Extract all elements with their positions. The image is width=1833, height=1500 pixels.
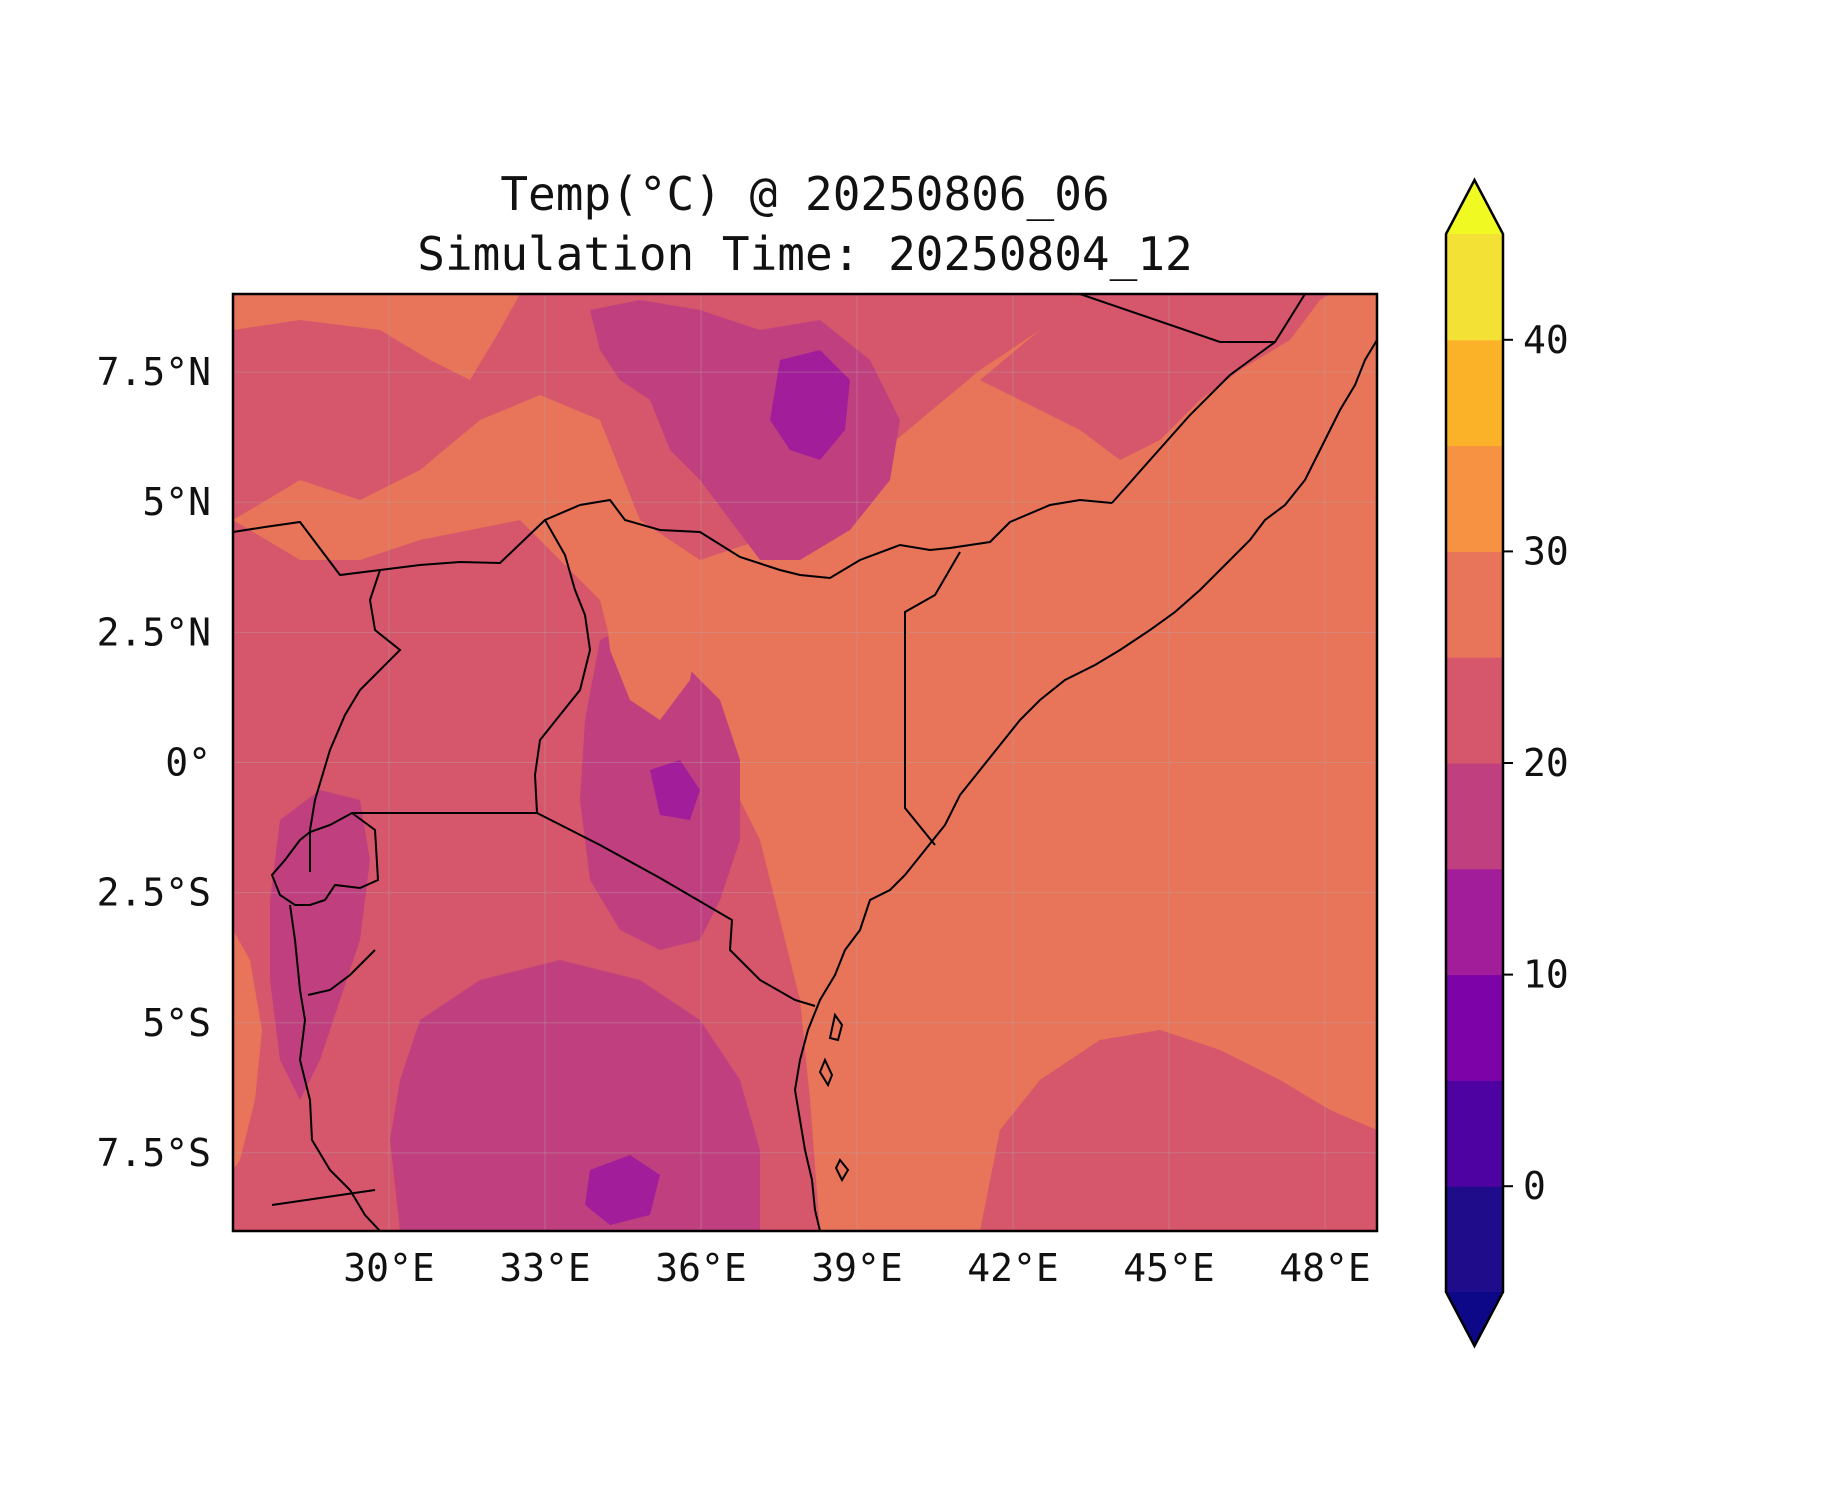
- x-tick-label: 42°E: [967, 1246, 1059, 1290]
- x-tick-label: 48°E: [1279, 1246, 1371, 1290]
- mafia-island: [818, 1057, 834, 1088]
- map-area: [231, 292, 1379, 1233]
- temp-field-lake-zone-warm: [233, 930, 262, 1170]
- map-gridlines: [233, 294, 1377, 1231]
- longitude-axis: 30°E 33°E 36°E 39°E 42°E 45°E 48°E: [343, 1246, 1371, 1290]
- border-uganda-west: [309, 569, 402, 872]
- y-tick-label: 5°S: [142, 1001, 211, 1045]
- coastline-east-africa: [793, 339, 1377, 1231]
- temp-field-peak-kenya: [650, 760, 700, 820]
- colorbar-under-extension: [1446, 1292, 1503, 1346]
- colorbar-segment: [1446, 868, 1503, 976]
- border-rwanda-burundi: [270, 811, 380, 906]
- map-frame: [231, 292, 1379, 1233]
- colorbar-tick-label: 20: [1523, 741, 1569, 785]
- x-tick-label: 39°E: [811, 1246, 903, 1290]
- temp-field-tanzania-plateau: [390, 960, 760, 1231]
- x-tick-label: 30°E: [343, 1246, 435, 1290]
- y-tick-label: 7.5°S: [97, 1131, 211, 1175]
- colorbar-segment: [1446, 657, 1503, 764]
- x-tick-label: 33°E: [499, 1246, 591, 1290]
- y-tick-label: 0°: [165, 741, 211, 785]
- zanzibar-island: [828, 1012, 844, 1042]
- y-tick-label: 7.5°N: [97, 350, 211, 394]
- x-tick-label: 45°E: [1123, 1246, 1215, 1290]
- colorbar-segment: [1446, 445, 1503, 552]
- border-ethiopia-somalia: [1111, 294, 1306, 504]
- colorbar-tick-label: 30: [1523, 529, 1569, 573]
- y-tick-label: 2.5°S: [97, 871, 211, 915]
- y-tick-label: 2.5°N: [97, 610, 211, 654]
- colorbar-segment: [1446, 234, 1503, 341]
- temp-field-northeast: [980, 294, 1330, 460]
- pemba-island: [834, 1158, 850, 1183]
- colorbar-segment: [1446, 1186, 1503, 1293]
- border-uganda-kenya: [533, 519, 592, 814]
- border-kenya-somalia: [904, 551, 961, 846]
- temperature-colorbar: 0 10 20 30 40: [1444, 177, 1569, 1349]
- colorbar-segment: [1446, 974, 1503, 1081]
- colorbar-segment: [1446, 763, 1503, 870]
- temp-field-peak-southern: [585, 1155, 660, 1225]
- temp-field-offshore-south: [980, 1030, 1377, 1231]
- colorbar-segment: [1446, 551, 1503, 658]
- temp-field-albertine-rift: [270, 790, 370, 1100]
- title-line-1: Temp(°C) @ 20250806_06: [500, 167, 1110, 221]
- temperature-contour-fields: [233, 294, 1377, 1231]
- border-south-sudan-uganda-kenya: [233, 498, 1113, 580]
- title-line-2: Simulation Time: 20250804_12: [417, 227, 1193, 281]
- border-tanzania-zambia: [271, 1189, 376, 1206]
- temp-field-turkana-warm: [600, 540, 700, 720]
- border-ethiopia-north: [1079, 294, 1275, 343]
- latitude-axis: 7.5°N 5°N 2.5°N 0° 2.5°S 5°S 7.5°S: [97, 350, 211, 1175]
- colorbar-outline: [1444, 177, 1505, 1349]
- colorbar-segment: [1446, 339, 1503, 447]
- y-tick-label: 5°N: [142, 480, 211, 524]
- colorbar-over-extension: [1446, 180, 1503, 234]
- colorbar-tick-label: 0: [1523, 1164, 1546, 1208]
- border-tanzania-west: [289, 904, 381, 1231]
- map-title: Temp(°C) @ 20250806_06 Simulation Time: …: [233, 164, 1377, 284]
- coastline: [793, 339, 1377, 1231]
- border-tanzania-lake-zone: [307, 949, 376, 996]
- colorbar-tick-label: 10: [1523, 953, 1569, 997]
- country-borders: [233, 294, 1306, 1231]
- colorbar-segment: [1446, 1080, 1503, 1187]
- temp-field-peak-ethiopia: [770, 350, 850, 460]
- border-kenya-tanzania: [536, 812, 816, 1007]
- colorbar-tick-label: 40: [1523, 318, 1569, 362]
- x-tick-label: 36°E: [655, 1246, 747, 1290]
